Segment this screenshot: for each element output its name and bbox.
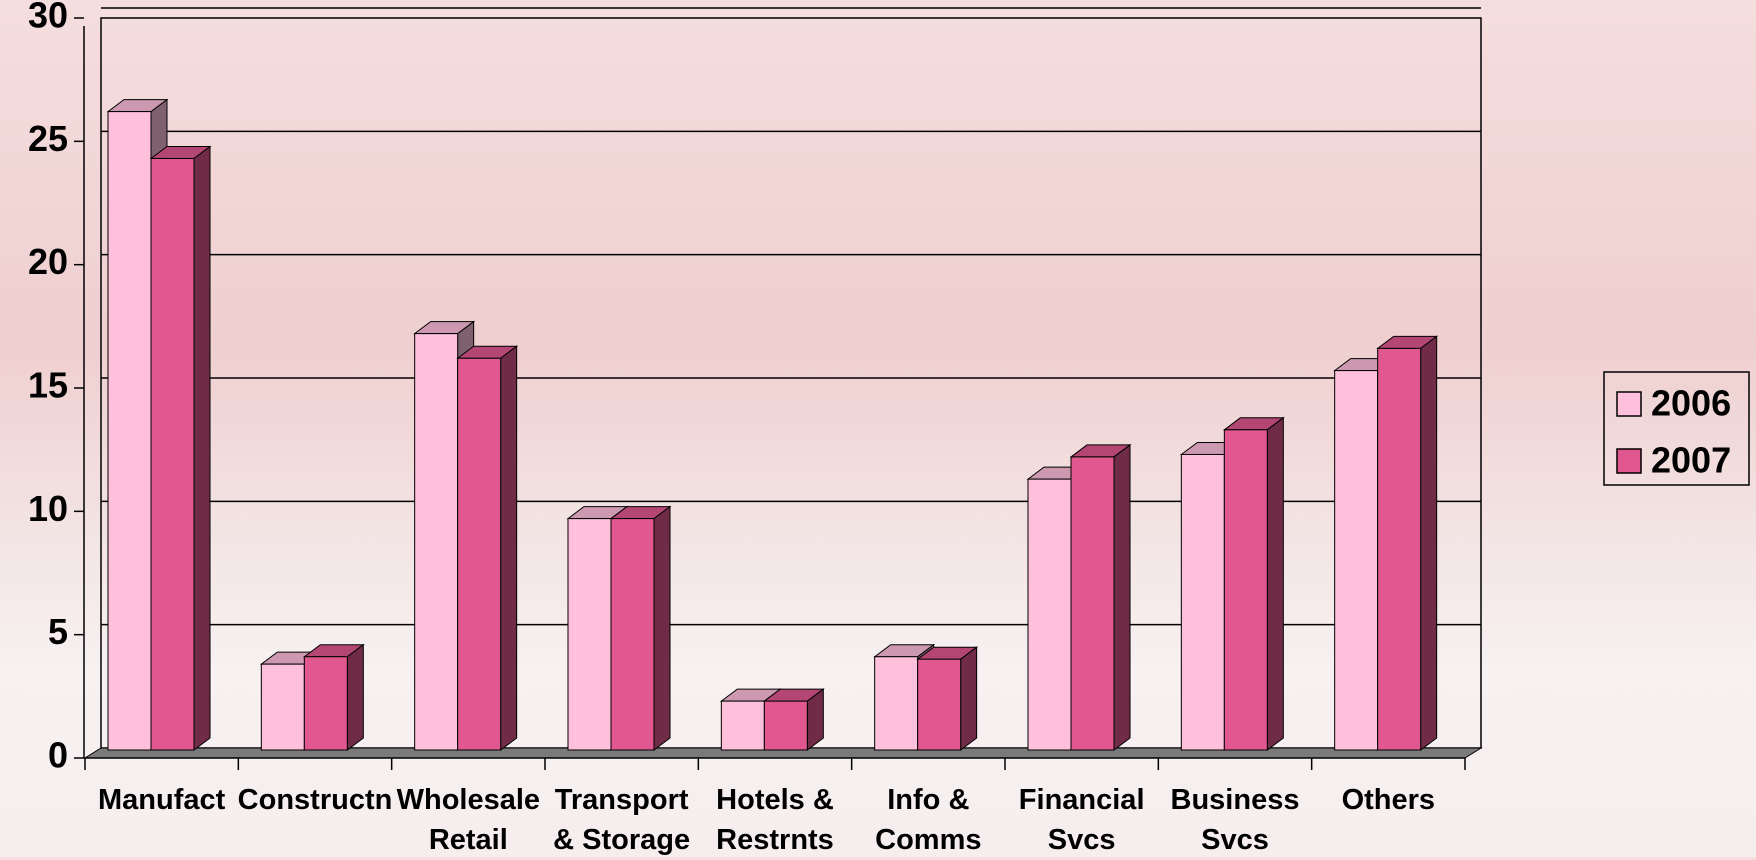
y-tick-label: 20 — [28, 241, 68, 282]
y-tick-label: 30 — [28, 0, 68, 36]
bar-side-shade — [961, 647, 977, 750]
bar — [875, 657, 918, 750]
bar-side-shade — [501, 346, 517, 750]
bar — [918, 659, 961, 750]
y-tick-label: 25 — [28, 118, 68, 159]
bar-side-shade — [654, 507, 670, 750]
bar — [568, 519, 611, 750]
bar — [151, 158, 194, 750]
legend-swatch — [1617, 449, 1641, 473]
bar — [1224, 430, 1267, 750]
bar-side-shade — [1114, 445, 1130, 750]
bar — [1181, 454, 1224, 750]
bar — [764, 701, 807, 750]
bar — [1071, 457, 1114, 750]
bar-side-shade — [1267, 418, 1283, 750]
bar — [1335, 371, 1378, 750]
bar-side-shade — [347, 645, 363, 750]
bar — [611, 519, 654, 750]
legend-swatch — [1617, 392, 1641, 416]
x-tick-label: Others — [1298, 780, 1478, 820]
y-tick-label: 0 — [48, 735, 68, 776]
bar — [108, 112, 151, 750]
bar-side-shade — [1421, 336, 1437, 750]
bar — [458, 358, 501, 750]
bar-side-shade — [194, 146, 210, 750]
page: 05101520253020062007 (() => { const data… — [0, 0, 1756, 857]
bar — [261, 664, 304, 750]
y-tick-label: 15 — [28, 365, 68, 406]
bar — [1378, 348, 1421, 750]
bar — [1028, 479, 1071, 750]
bar — [721, 701, 764, 750]
y-tick-label: 10 — [28, 488, 68, 529]
legend-label: 2006 — [1651, 383, 1731, 424]
bar — [415, 334, 458, 750]
legend-label: 2007 — [1651, 440, 1731, 481]
chart: 0 5 10 15 20 25 30 2006 2007 — [0, 0, 1756, 857]
y-tick-label: 5 — [48, 611, 68, 652]
bar — [304, 657, 347, 750]
